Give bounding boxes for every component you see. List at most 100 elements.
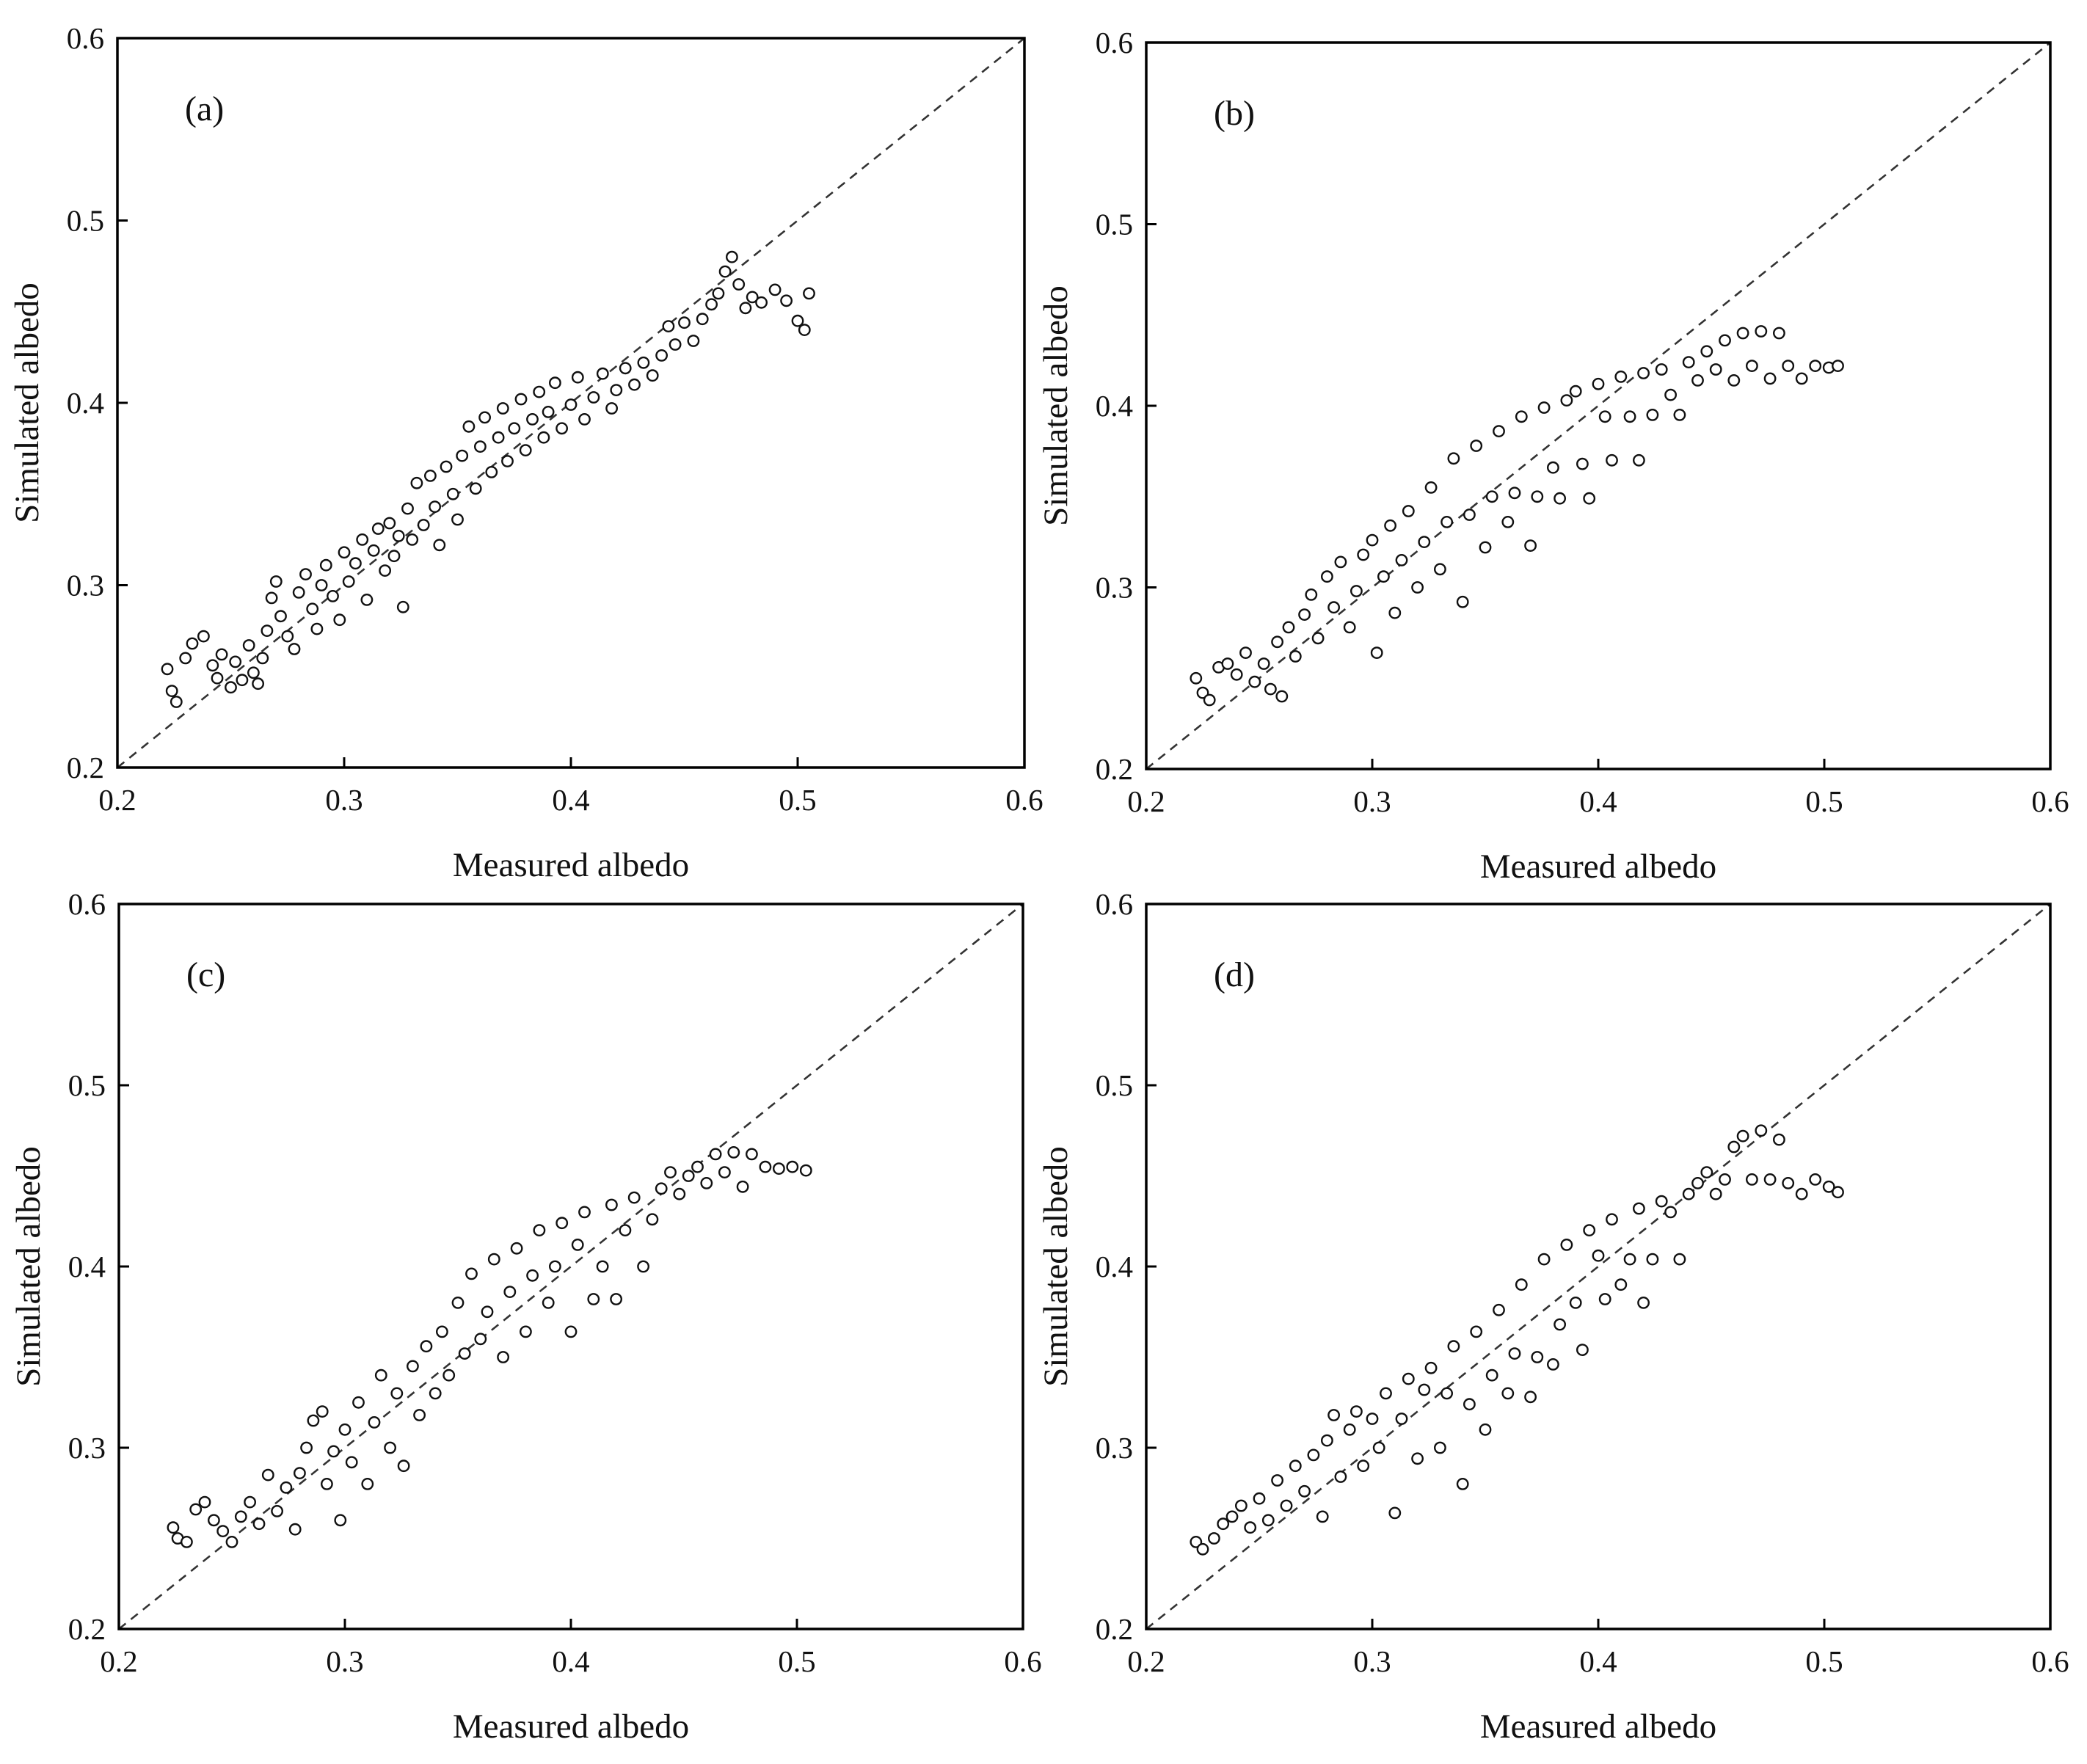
x-tick-label: 0.5 — [779, 783, 816, 817]
data-point — [1257, 657, 1270, 670]
x-tick-label: 0.6 — [2031, 1644, 2069, 1678]
data-point — [514, 393, 528, 406]
data-point — [456, 449, 469, 462]
data-point — [637, 1260, 649, 1273]
data-point — [1583, 492, 1596, 505]
data-point — [587, 1293, 600, 1305]
data-point — [1485, 1368, 1498, 1382]
data-point — [458, 1347, 471, 1360]
data-point — [1763, 372, 1777, 385]
data-point — [662, 320, 675, 332]
data-point — [1370, 646, 1383, 659]
data-point — [1646, 409, 1659, 421]
data-point — [646, 1213, 659, 1226]
y-tick-label: 0.5 — [1096, 1068, 1133, 1102]
data-point — [360, 594, 374, 606]
data-point — [1239, 646, 1252, 659]
y-axis-title: Simulated albedo — [10, 1146, 48, 1387]
data-point — [316, 1405, 329, 1418]
x-tick-label: 0.3 — [1353, 784, 1391, 818]
data-point — [280, 1481, 293, 1494]
data-point — [1434, 1441, 1446, 1454]
data-point — [1515, 410, 1528, 423]
data-point — [727, 1146, 740, 1159]
data-point — [1637, 367, 1650, 379]
y-tick-label: 0.6 — [68, 887, 106, 921]
x-tick-label: 0.3 — [325, 783, 363, 817]
x-tick-label: 0.4 — [552, 783, 589, 817]
data-point — [571, 1239, 584, 1251]
data-point — [215, 648, 228, 661]
data-point — [1244, 1521, 1257, 1534]
data-point — [1447, 452, 1460, 465]
data-point — [1311, 632, 1325, 645]
data-point — [186, 637, 199, 650]
data-point — [1508, 1347, 1521, 1360]
x-axis-title: Measured albedo — [1480, 1707, 1716, 1746]
data-point — [526, 1269, 539, 1282]
data-point — [1673, 409, 1686, 421]
data-point — [1809, 1173, 1822, 1186]
data-point — [492, 431, 505, 444]
data-point — [1727, 1140, 1741, 1153]
data-point — [549, 1260, 561, 1273]
data-point — [1327, 601, 1341, 614]
data-point — [520, 1325, 532, 1338]
data-point — [637, 356, 650, 369]
data-point — [798, 324, 811, 336]
data-point — [1700, 1166, 1713, 1179]
x-tick-label: 0.6 — [1004, 1644, 1041, 1678]
data-point — [252, 1517, 266, 1531]
data-point — [433, 539, 446, 552]
data-point — [256, 652, 269, 665]
data-point — [1402, 505, 1415, 517]
data-point — [610, 384, 623, 396]
data-point — [1637, 1297, 1650, 1309]
data-point — [401, 502, 414, 515]
data-point — [1235, 1499, 1248, 1512]
data-point — [718, 1166, 731, 1179]
data-point — [1196, 686, 1209, 699]
data-point — [1307, 1448, 1320, 1462]
data-point — [1493, 1303, 1505, 1316]
data-point — [1583, 1224, 1596, 1237]
data-point — [1755, 1124, 1768, 1137]
data-point — [396, 600, 409, 613]
data-point — [542, 406, 555, 418]
data-point — [261, 1468, 274, 1481]
x-tick-label: 0.5 — [1805, 784, 1843, 818]
data-point — [691, 1160, 704, 1173]
data-point — [1190, 1535, 1203, 1548]
data-point — [1261, 1514, 1275, 1527]
data-point — [1719, 1173, 1731, 1186]
data-point — [1264, 682, 1277, 696]
data-point — [342, 575, 355, 588]
data-point — [485, 466, 498, 478]
data-point — [1343, 621, 1356, 634]
x-axis-title: Measured albedo — [1480, 848, 1716, 886]
data-point — [1418, 536, 1431, 548]
data-point — [1623, 410, 1636, 423]
data-point — [368, 1416, 381, 1429]
data-point — [1463, 1398, 1476, 1411]
data-point — [180, 1535, 193, 1548]
data-point — [508, 422, 521, 435]
data-point — [367, 544, 380, 557]
data-point — [261, 624, 274, 637]
y-tick-label: 0.2 — [68, 1612, 106, 1646]
data-point — [1411, 1452, 1424, 1465]
data-point — [1485, 490, 1498, 503]
data-point — [465, 1267, 478, 1280]
data-point — [446, 487, 459, 500]
data-point — [469, 482, 482, 495]
y-tick-label: 0.4 — [1096, 1250, 1133, 1283]
data-point — [1447, 1340, 1460, 1353]
data-point — [526, 413, 539, 426]
data-point — [265, 591, 278, 605]
x-tick-label: 0.5 — [1805, 1644, 1843, 1678]
y-tick-label: 0.6 — [1096, 887, 1133, 921]
data-point — [271, 1504, 283, 1517]
data-point — [1691, 1177, 1704, 1189]
data-point — [503, 1286, 517, 1299]
